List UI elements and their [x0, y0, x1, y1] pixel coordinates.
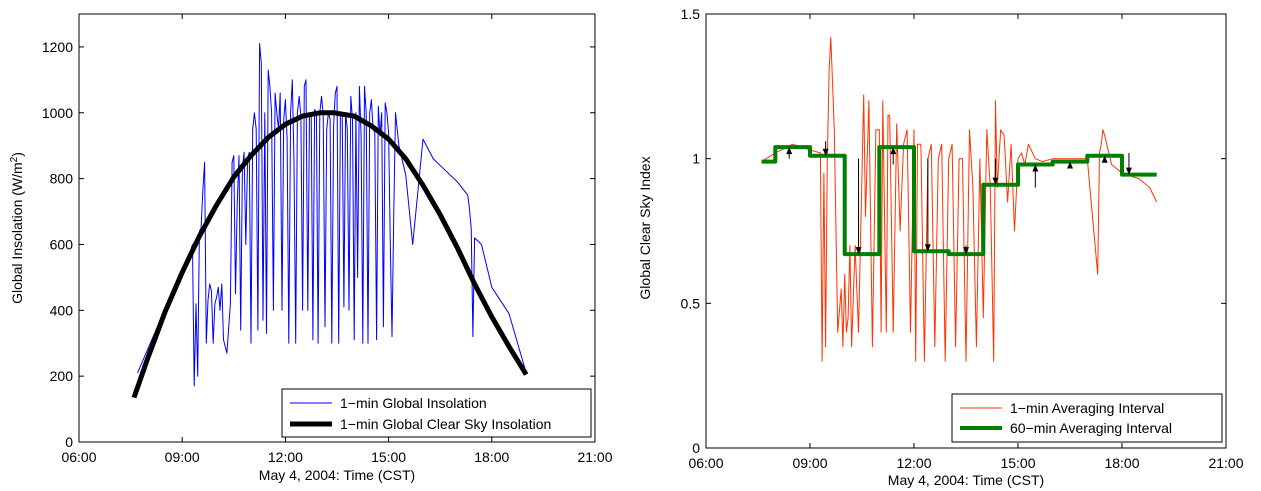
chart-left: 06:00 09:00 12:00 15:00 18:00 21:00 0 200 400 600… — [9, 13, 613, 483]
right-arrow-head — [786, 147, 793, 155]
right-arrow-head — [992, 177, 999, 185]
right-x-tick-label: 12:00 — [896, 455, 931, 471]
right-y-tick-label: 0.5 — [681, 295, 701, 311]
left-ticks: 06:00 09:00 12:00 15:00 18:00 21:00 0 200 400 600… — [42, 14, 613, 465]
right-arrow-head — [822, 148, 829, 156]
left-y-axis-label-tail: ) — [9, 152, 25, 157]
right-ticks: 06:00 09:00 12:00 15:00 18:00 21:00 0 0.5 1 1.5 — [681, 6, 1244, 471]
right-legend-label-1: 60−min Averaging Interval — [1010, 420, 1172, 436]
left-legend: 1−min Global Insolation 1−min Global Cle… — [281, 388, 592, 438]
right-arrow-head — [1101, 155, 1108, 163]
right-plot-area — [705, 13, 1227, 449]
left-x-tick-label: 12:00 — [268, 449, 303, 465]
chart-right: 06:00 09:00 12:00 15:00 18:00 21:00 0 0.5 1 1.5 M… — [637, 6, 1244, 488]
right-series-line-1 — [761, 145, 1157, 257]
left-x-tick-label: 06:00 — [61, 449, 96, 465]
right-y-tick-label: 1.5 — [681, 6, 701, 22]
right-arrow-head — [924, 244, 931, 252]
right-x-tick-label: 09:00 — [792, 455, 827, 471]
right-arrow-head — [890, 147, 897, 155]
left-y-tick-label: 400 — [50, 302, 74, 318]
right-x-axis-label: May 4, 2004: Time (CST) — [888, 472, 1044, 488]
right-y-tick-label: 1 — [692, 151, 700, 167]
left-plot-area — [78, 13, 596, 443]
left-series-line-1 — [131, 110, 529, 399]
left-legend-label-1: 1−min Global Clear Sky Insolation — [340, 416, 551, 432]
left-legend-box — [281, 388, 592, 438]
right-arrow-head — [855, 247, 862, 255]
right-y-axis-label: Global Clear Sky Index — [637, 156, 653, 299]
right-legend-box — [951, 393, 1223, 443]
left-series-line-0 — [137, 43, 527, 387]
right-legend-label-0: 1−min Averaging Interval — [1010, 400, 1164, 416]
left-y-tick-label: 1000 — [42, 105, 73, 121]
left-y-tick-label: 600 — [50, 236, 74, 252]
right-arrow-head — [963, 247, 969, 255]
right-arrows — [786, 141, 1132, 255]
left-y-tick-label: 800 — [50, 171, 74, 187]
left-y-axis-label: Global Insolation (W/m2) — [9, 152, 25, 304]
right-x-tick-label: 06:00 — [688, 455, 723, 471]
right-legend: 1−min Averaging Interval 60−min Averagin… — [951, 393, 1223, 443]
right-y-tick-label: 0 — [692, 440, 700, 456]
left-y-tick-label: 200 — [50, 368, 74, 384]
right-arrow-head — [1125, 167, 1132, 175]
left-x-tick-label: 15:00 — [371, 449, 406, 465]
left-x-tick-label: 09:00 — [165, 449, 200, 465]
left-x-axis-label: May 4, 2004: Time (CST) — [259, 467, 415, 483]
left-y-tick-label: 0 — [65, 434, 73, 450]
left-x-tick-label: 21:00 — [577, 449, 612, 465]
left-y-axis-label-main: Global Insolation (W/m — [9, 162, 25, 304]
left-y-axis-label-sup: 2 — [9, 156, 20, 162]
left-y-tick-label: 1200 — [42, 39, 73, 55]
right-arrow-head — [1067, 161, 1073, 169]
left-series — [131, 43, 529, 399]
right-arrow-head — [1032, 164, 1039, 172]
left-legend-label-0: 1−min Global Insolation — [340, 395, 487, 411]
left-x-tick-label: 18:00 — [474, 449, 509, 465]
right-x-tick-label: 21:00 — [1208, 455, 1243, 471]
right-x-tick-label: 15:00 — [1000, 455, 1035, 471]
right-x-tick-label: 18:00 — [1104, 455, 1139, 471]
